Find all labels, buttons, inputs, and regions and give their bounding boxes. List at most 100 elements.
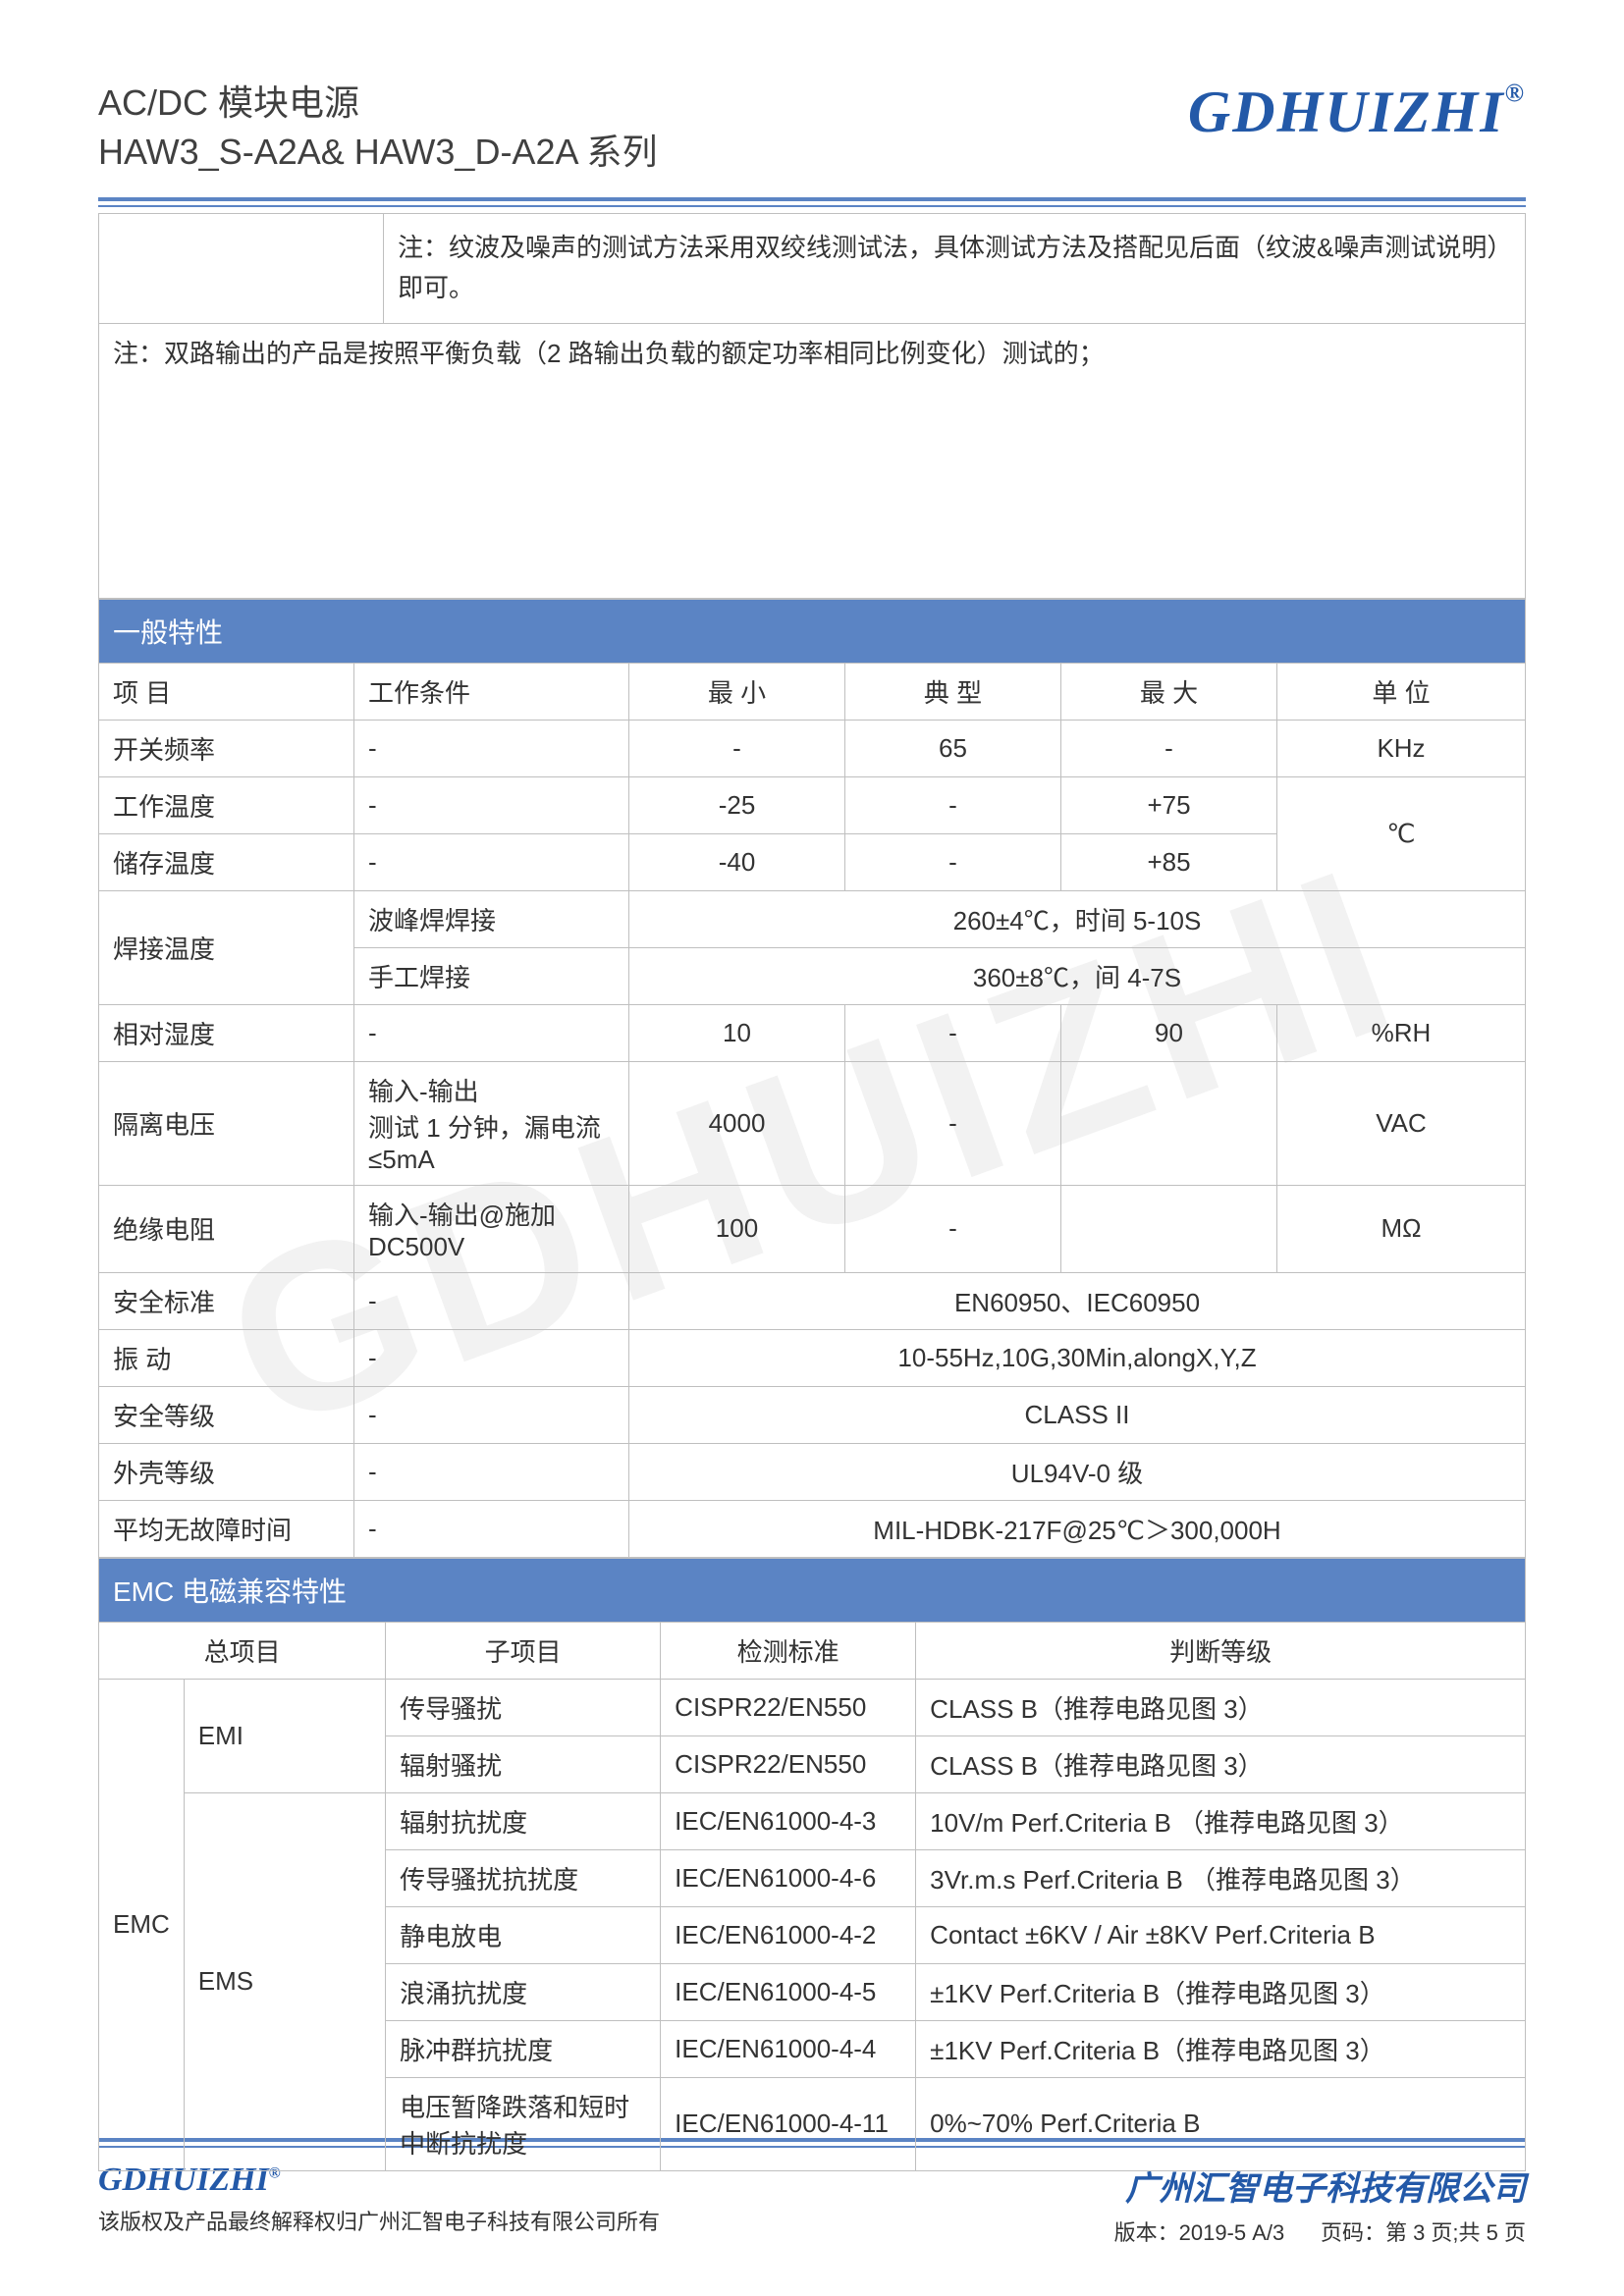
col-item: 项 目 bbox=[99, 663, 354, 720]
row-cond: - bbox=[354, 720, 629, 776]
emi-std: CISPR22/EN550 bbox=[661, 1679, 916, 1735]
ems-sub: 静电放电 bbox=[386, 1906, 661, 1963]
emi-sub: 辐射骚扰 bbox=[386, 1735, 661, 1792]
row-val: MIL-HDBK-217F@25℃＞300,000H bbox=[629, 1500, 1526, 1557]
title-line2: HAW3_S-A2A& HAW3_D-A2A 系列 bbox=[98, 128, 658, 177]
emi-std: CISPR22/EN550 bbox=[661, 1735, 916, 1792]
row-typ: - bbox=[845, 833, 1061, 890]
row-unit: VAC bbox=[1277, 1061, 1526, 1185]
row-cond: 输入-输出@施加DC500V bbox=[354, 1185, 629, 1272]
row-val: 260±4℃，时间 5-10S bbox=[629, 890, 1526, 947]
row-typ: - bbox=[845, 1004, 1061, 1061]
row-item: 储存温度 bbox=[99, 833, 354, 890]
row-unit: ℃ bbox=[1277, 776, 1526, 890]
ems-crit: Contact ±6KV / Air ±8KV Perf.Criteria B bbox=[916, 1906, 1526, 1963]
row-cond: - bbox=[354, 1004, 629, 1061]
row-unit: %RH bbox=[1277, 1004, 1526, 1061]
version: 2019-5 A/3 bbox=[1179, 2220, 1285, 2245]
row-max: +85 bbox=[1061, 833, 1277, 890]
ems-crit: ±1KV Perf.Criteria B（推荐电路见图 3） bbox=[916, 2020, 1526, 2077]
emi-sub: 传导骚扰 bbox=[386, 1679, 661, 1735]
header-title: AC/DC 模块电源 HAW3_S-A2A& HAW3_D-A2A 系列 bbox=[98, 79, 658, 178]
emc-table: EMC 电磁兼容特性 总项目 子项目 检测标准 判断等级 EMC EMI 传导骚… bbox=[98, 1558, 1526, 2171]
row-typ: - bbox=[845, 1061, 1061, 1185]
emi-label: EMI bbox=[184, 1679, 385, 1792]
note-text: 注：纹波及噪声的测试方法采用双绞线测试法，具体测试方法及搭配见后面（纹波&噪声测… bbox=[384, 213, 1526, 323]
ems-std: IEC/EN61000-4-2 bbox=[661, 1906, 916, 1963]
general-table: 一般特性 项 目 工作条件 最 小 典 型 最 大 单 位 开关频率 - - 6… bbox=[98, 599, 1526, 1558]
emi-crit: CLASS B（推荐电路见图 3） bbox=[916, 1735, 1526, 1792]
ems-sub: 脉冲群抗扰度 bbox=[386, 2020, 661, 2077]
brand-text: GDHUIZHI bbox=[1188, 80, 1505, 144]
row-max: +75 bbox=[1061, 776, 1277, 833]
row-val: 10-55Hz,10G,30Min,alongX,Y,Z bbox=[629, 1329, 1526, 1386]
row-typ: 65 bbox=[845, 720, 1061, 776]
emc-main-label: EMC bbox=[99, 1679, 185, 2170]
ems-std: IEC/EN61000-4-4 bbox=[661, 2020, 916, 2077]
row-val: 360±8℃，间 4-7S bbox=[629, 947, 1526, 1004]
row-val: CLASS II bbox=[629, 1386, 1526, 1443]
ems-sub: 辐射抗扰度 bbox=[386, 1792, 661, 1849]
row-unit: KHz bbox=[1277, 720, 1526, 776]
row-min: 10 bbox=[629, 1004, 845, 1061]
row-cond: 波峰焊焊接 bbox=[354, 890, 629, 947]
ems-crit: ±1KV Perf.Criteria B（推荐电路见图 3） bbox=[916, 1963, 1526, 2020]
brand-symbol: ® bbox=[1505, 79, 1526, 107]
row-cond: - bbox=[354, 833, 629, 890]
row-max: - bbox=[1061, 720, 1277, 776]
page-label: 页码： bbox=[1321, 2220, 1385, 2245]
col-cond: 工作条件 bbox=[354, 663, 629, 720]
row-item: 工作温度 bbox=[99, 776, 354, 833]
emc-col-sub: 子项目 bbox=[386, 1622, 661, 1679]
header-divider bbox=[98, 197, 1526, 207]
row-typ: - bbox=[845, 1185, 1061, 1272]
emi-crit: CLASS B（推荐电路见图 3） bbox=[916, 1679, 1526, 1735]
ems-std: IEC/EN61000-4-6 bbox=[661, 1849, 916, 1906]
row-cond: - bbox=[354, 1500, 629, 1557]
row-min: - bbox=[629, 720, 845, 776]
row-cond: - bbox=[354, 776, 629, 833]
row-val: EN60950、IEC60950 bbox=[629, 1272, 1526, 1329]
emc-col-crit: 判断等级 bbox=[916, 1622, 1526, 1679]
notes-table: 注：纹波及噪声的测试方法采用双绞线测试法，具体测试方法及搭配见后面（纹波&噪声测… bbox=[98, 213, 1526, 599]
row-item: 隔离电压 bbox=[99, 1061, 354, 1185]
version-label: 版本： bbox=[1114, 2220, 1179, 2245]
ems-label: EMS bbox=[184, 1792, 385, 2170]
footer-copyright: 该版权及产品最终解释权归广州汇智电子科技有限公司所有 bbox=[98, 2205, 660, 2236]
ems-sub: 浪涌抗扰度 bbox=[386, 1963, 661, 2020]
row-min: 4000 bbox=[629, 1061, 845, 1185]
row-item: 开关频率 bbox=[99, 720, 354, 776]
row-item: 外壳等级 bbox=[99, 1443, 354, 1500]
row-min: -25 bbox=[629, 776, 845, 833]
row-item: 相对湿度 bbox=[99, 1004, 354, 1061]
col-typ: 典 型 bbox=[845, 663, 1061, 720]
row-max bbox=[1061, 1061, 1277, 1185]
row-cond: - bbox=[354, 1272, 629, 1329]
row-cond: 手工焊接 bbox=[354, 947, 629, 1004]
ems-crit: 10V/m Perf.Criteria B （推荐电路见图 3） bbox=[916, 1792, 1526, 1849]
row-max bbox=[1061, 1185, 1277, 1272]
row-cond: - bbox=[354, 1443, 629, 1500]
ems-sub: 电压暂降跌落和短时中断抗扰度 bbox=[386, 2077, 661, 2170]
footer-meta: 版本：2019-5 A/3 页码：第 3 页;共 5 页 bbox=[1114, 2216, 1526, 2247]
col-min: 最 小 bbox=[629, 663, 845, 720]
emc-col-main: 总项目 bbox=[99, 1622, 386, 1679]
row-item: 焊接温度 bbox=[99, 890, 354, 1004]
col-unit: 单 位 bbox=[1277, 663, 1526, 720]
title-line1: AC/DC 模块电源 bbox=[98, 79, 658, 128]
row-val: UL94V-0 级 bbox=[629, 1443, 1526, 1500]
row-max: 90 bbox=[1061, 1004, 1277, 1061]
row-item: 绝缘电阻 bbox=[99, 1185, 354, 1272]
emc-col-std: 检测标准 bbox=[661, 1622, 916, 1679]
ems-std: IEC/EN61000-4-3 bbox=[661, 1792, 916, 1849]
ems-std: IEC/EN61000-4-5 bbox=[661, 1963, 916, 2020]
ems-std: IEC/EN61000-4-11 bbox=[661, 2077, 916, 2170]
row-cond: - bbox=[354, 1386, 629, 1443]
second-note: 注：双路输出的产品是按照平衡负载（2 路输出负载的额定功率相同比例变化）测试的； bbox=[99, 323, 1526, 598]
row-item: 安全等级 bbox=[99, 1386, 354, 1443]
general-section-title: 一般特性 bbox=[99, 599, 1526, 663]
note-empty-cell bbox=[99, 213, 384, 323]
page-number: 第 3 页;共 5 页 bbox=[1385, 2220, 1526, 2245]
page-header: AC/DC 模块电源 HAW3_S-A2A& HAW3_D-A2A 系列 GDH… bbox=[98, 79, 1526, 178]
col-max: 最 大 bbox=[1061, 663, 1277, 720]
